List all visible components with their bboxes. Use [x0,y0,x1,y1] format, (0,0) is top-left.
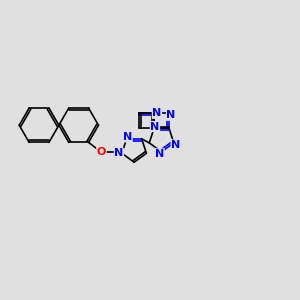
Text: N: N [114,148,124,158]
Text: O: O [97,147,106,157]
Text: N: N [150,122,160,131]
Text: N: N [152,108,162,118]
Text: N: N [167,110,176,120]
Text: N: N [123,132,132,142]
Text: N: N [155,149,164,159]
Text: N: N [171,140,180,150]
